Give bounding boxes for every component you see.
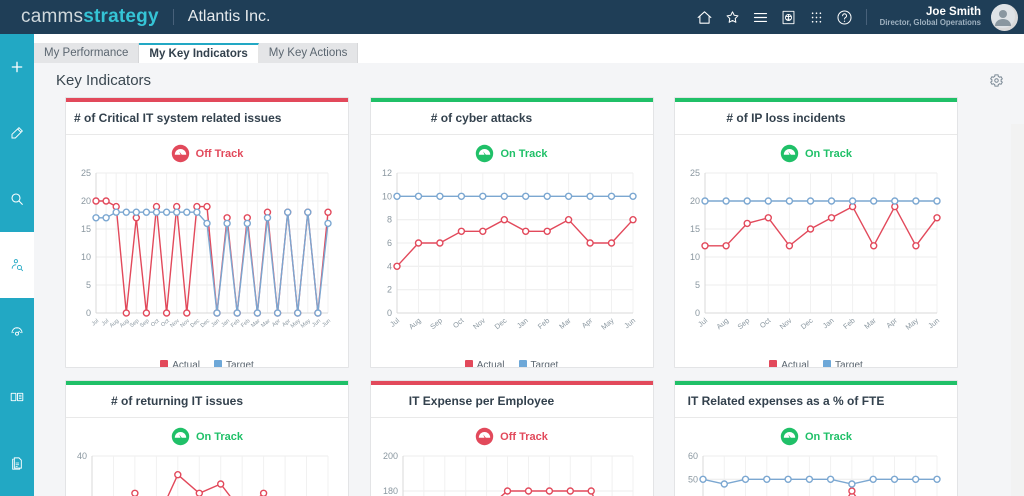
svg-text:50: 50 — [688, 474, 698, 484]
svg-text:20: 20 — [690, 196, 700, 206]
svg-text:Jul: Jul — [91, 318, 100, 327]
svg-text:Jun: Jun — [622, 316, 637, 330]
svg-text:5: 5 — [86, 280, 91, 290]
svg-text:Oct: Oct — [758, 316, 772, 330]
svg-text:Nov: Nov — [471, 316, 487, 331]
svg-text:Aug: Aug — [406, 316, 422, 331]
svg-text:Mar: Mar — [862, 316, 878, 331]
svg-text:0: 0 — [86, 308, 91, 318]
svg-text:Aug: Aug — [714, 316, 730, 331]
svg-text:Jan: Jan — [220, 318, 231, 328]
svg-text:Oct: Oct — [451, 316, 465, 330]
svg-text:5: 5 — [695, 280, 700, 290]
svg-text:10: 10 — [381, 191, 391, 201]
svg-text:25: 25 — [81, 168, 91, 178]
svg-text:60: 60 — [688, 451, 698, 461]
svg-text:10: 10 — [690, 252, 700, 262]
svg-text:0: 0 — [695, 308, 700, 318]
svg-text:40: 40 — [77, 451, 87, 461]
svg-text:Jun: Jun — [926, 316, 941, 330]
svg-text:Nov: Nov — [778, 316, 794, 331]
svg-text:2: 2 — [386, 285, 391, 295]
svg-text:Dec: Dec — [492, 316, 508, 331]
svg-text:Feb: Feb — [841, 316, 856, 331]
svg-text:12: 12 — [381, 168, 391, 178]
svg-text:0: 0 — [386, 308, 391, 318]
svg-text:180: 180 — [382, 486, 397, 496]
svg-text:8: 8 — [386, 215, 391, 225]
svg-text:Sep: Sep — [736, 316, 752, 331]
svg-text:Mar: Mar — [557, 316, 573, 331]
svg-text:May: May — [599, 316, 616, 332]
svg-text:15: 15 — [690, 224, 700, 234]
svg-text:25: 25 — [690, 168, 700, 178]
svg-text:20: 20 — [81, 196, 91, 206]
svg-text:Oct: Oct — [160, 318, 171, 328]
svg-text:6: 6 — [386, 238, 391, 248]
svg-text:Jan: Jan — [515, 316, 530, 330]
svg-text:Jan: Jan — [210, 318, 221, 328]
svg-text:4: 4 — [386, 261, 391, 271]
svg-text:200: 200 — [382, 451, 397, 461]
svg-text:Sep: Sep — [428, 316, 444, 331]
svg-text:Feb: Feb — [535, 316, 550, 331]
svg-text:10: 10 — [81, 252, 91, 262]
svg-text:Jun: Jun — [311, 318, 322, 328]
svg-text:Jan: Jan — [821, 316, 836, 330]
svg-text:Apr: Apr — [271, 318, 282, 328]
svg-text:Jun: Jun — [321, 318, 332, 328]
svg-text:Dec: Dec — [799, 316, 815, 331]
svg-text:May: May — [904, 316, 921, 332]
svg-text:15: 15 — [81, 224, 91, 234]
svg-text:Apr: Apr — [579, 316, 594, 331]
svg-text:Apr: Apr — [884, 316, 899, 331]
svg-text:Oct: Oct — [150, 318, 161, 328]
